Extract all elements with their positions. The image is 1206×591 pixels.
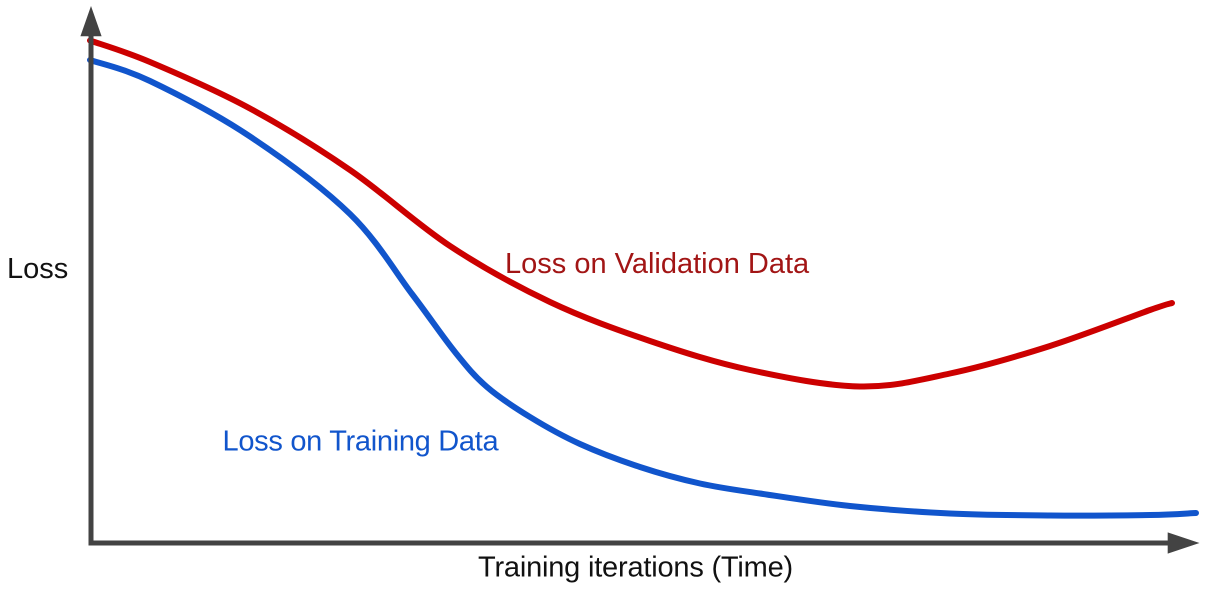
svg-text:Loss: Loss [7, 253, 68, 285]
svg-text:Training iterations (Time): Training iterations (Time) [478, 552, 793, 584]
svg-text:Loss on Training Data: Loss on Training Data [223, 426, 500, 458]
svg-text:Loss on Validation Data: Loss on Validation Data [505, 248, 810, 280]
